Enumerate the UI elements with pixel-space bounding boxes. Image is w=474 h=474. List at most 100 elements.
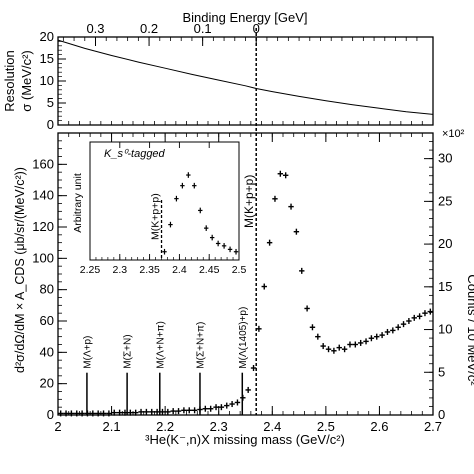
binding-energy-axis-label: Binding Energy [GeV] [182, 10, 307, 25]
right-tick-label: 5 [438, 364, 445, 379]
inset-data-point [198, 207, 203, 214]
counts-axis-label: Counts / 10 MeV/c² [465, 274, 474, 386]
data-point [352, 341, 359, 348]
data-point [68, 410, 75, 417]
binding-energy-tick-label: 0.2 [140, 21, 158, 36]
data-point [411, 314, 417, 321]
data-point [95, 410, 101, 417]
spectrum-points [57, 170, 434, 417]
right-tick-label: 10 [438, 322, 452, 337]
y-tick-label: 60 [40, 313, 54, 328]
data-point [181, 407, 187, 414]
data-point [138, 408, 144, 415]
inset-data-point [215, 240, 221, 247]
inset-x-tick-label: 2.4 [172, 264, 187, 276]
resolution-y-tick-label: 15 [40, 51, 54, 66]
resolution-y-tick-label: 0 [47, 117, 54, 132]
x-tick-label: 2 [54, 419, 61, 434]
binding-energy-tick-label: 0.1 [194, 21, 212, 36]
data-point [127, 409, 134, 416]
marker-label: M(Σ+N) [123, 334, 134, 368]
data-point [390, 327, 396, 334]
inset-data-point [186, 172, 191, 178]
inset-frame [89, 141, 240, 261]
data-point [234, 399, 241, 406]
right-tick-label: 30 [438, 151, 452, 166]
marker-label: M(Λ(1405)+p) [238, 307, 249, 369]
x-tick-label: 2.2 [156, 419, 174, 434]
data-point [395, 324, 401, 331]
data-point [202, 405, 209, 412]
inset-x-tick-label: 2.45 [199, 264, 220, 276]
data-point [245, 386, 251, 393]
data-point [63, 410, 69, 417]
binding-energy-tick-label: 0.3 [86, 21, 104, 36]
data-point [416, 313, 423, 320]
data-point [309, 324, 316, 331]
data-point [427, 308, 434, 315]
data-point [277, 170, 284, 177]
data-point [422, 310, 428, 317]
data-point [197, 406, 203, 413]
data-point [400, 321, 407, 328]
data-point [191, 407, 198, 414]
right-tick-label: 25 [438, 193, 452, 208]
data-point [57, 410, 64, 417]
data-point [379, 332, 385, 339]
data-point [159, 408, 166, 415]
x-tick-label: 2.1 [103, 419, 121, 434]
right-tick-label: 0 [438, 407, 445, 422]
missing-mass-ticks: 2 2.1 2.2 2.3 2.4 2.5 2.6 2.7020406080100120140… [32, 132, 452, 434]
data-point [288, 203, 294, 210]
resolution-axis-label-line1: Resolution [2, 50, 17, 111]
ks-tagged-inset: 2.25 2.3 2.35 2.4 2.45 2.5 M(K+p+p) K_s⁰-tagg… [72, 141, 246, 276]
data-point [175, 408, 182, 415]
data-point [79, 410, 85, 417]
inset-data-point [162, 248, 167, 255]
kpp-threshold-label: M(K+p+p) [242, 175, 256, 228]
inset-data-point [233, 248, 239, 255]
data-point [299, 267, 305, 274]
data-point [363, 338, 369, 345]
data-point [325, 346, 332, 353]
data-point [111, 409, 117, 416]
threshold-markers: M(Λ+p) M(Σ+N) M(Λ+N+π) M(Σ+N+π) M(Λ(1405)+p) [82, 307, 249, 415]
y-tick-label: 140 [32, 188, 54, 203]
data-point [224, 402, 230, 409]
data-point [186, 407, 192, 414]
marker-label: M(Λ+p) [82, 336, 93, 369]
counts-multiplier: ×10² [442, 128, 465, 140]
data-point [368, 335, 375, 342]
data-point [207, 405, 214, 412]
data-point [149, 408, 155, 415]
resolution-y-tick-label: 20 [40, 29, 54, 44]
data-point [90, 410, 96, 417]
data-point [266, 239, 273, 246]
data-point [170, 408, 176, 415]
x-tick-label: 2.4 [263, 419, 281, 434]
inset-data-point [227, 246, 233, 253]
resolution-frame [57, 36, 434, 126]
x-tick-label: 2.7 [424, 419, 442, 434]
inset-x-tick-label: 2.25 [80, 264, 101, 276]
right-tick-label: 15 [438, 279, 452, 294]
data-point [154, 408, 160, 415]
inset-x-tick-label: 2.3 [112, 264, 127, 276]
resolution-y-tick-label: 10 [40, 73, 54, 88]
x-tick-label: 2.3 [210, 419, 228, 434]
missing-mass-axis-label: ³He(K⁻,n)X missing mass (GeV/c²) [145, 432, 345, 447]
data-point [143, 408, 150, 415]
resolution-y-tick-label: 5 [47, 95, 54, 110]
data-point [218, 404, 225, 411]
data-point [74, 410, 80, 417]
x-tick-label: 2.6 [370, 419, 388, 434]
data-point [293, 228, 300, 235]
data-point [336, 344, 342, 351]
data-point [272, 195, 278, 202]
y-tick-label: 160 [32, 156, 54, 171]
data-point [132, 409, 139, 416]
resolution-curve [57, 39, 434, 115]
inset-data-point [221, 243, 227, 249]
